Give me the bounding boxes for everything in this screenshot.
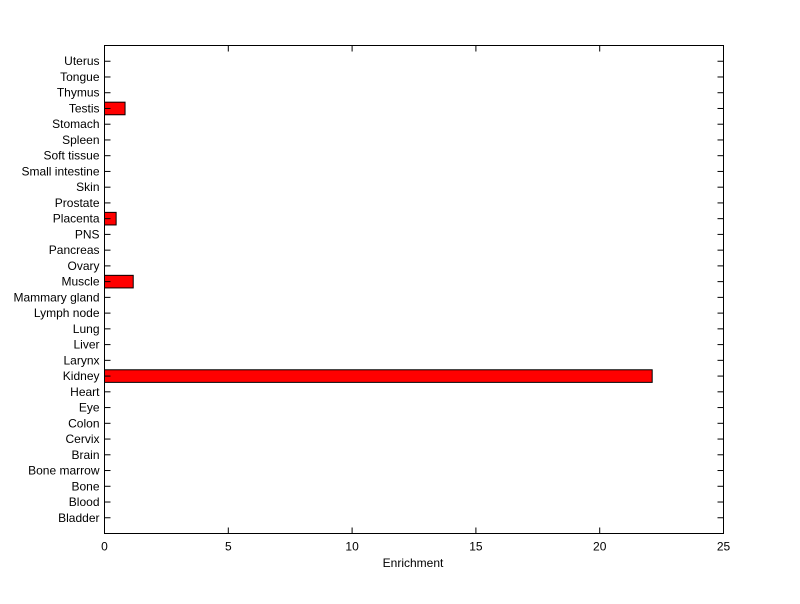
y-tick-label: Thymus [57,86,100,100]
y-tick-label: Pancreas [49,243,100,257]
y-tick-label: Mammary gland [13,290,99,304]
x-tick-label: 10 [345,540,359,554]
y-tick-label: PNS [75,227,100,241]
ticks [104,45,724,534]
y-tick-label: Soft tissue [43,149,99,163]
y-tick-label: Uterus [64,54,99,68]
x-tick-label: 25 [717,540,731,554]
y-tick-label: Placenta [53,212,100,226]
y-tick-label: Larynx [63,353,99,367]
y-tick-label: Colon [68,416,99,430]
x-tick-label: 20 [593,540,607,554]
y-tick-label: Bone [71,479,99,493]
y-tick-label: Spleen [62,133,99,147]
bars [104,101,653,383]
y-tick-label: Liver [73,338,99,352]
y-tick-label: Eye [79,401,100,415]
y-tick-label: Skin [76,180,99,194]
y-tick-label: Kidney [63,369,100,383]
y-tick-label: Ovary [67,259,99,273]
y-tick-label: Muscle [61,275,99,289]
bar-kidney [104,369,653,383]
y-tick-label: Cervix [65,432,99,446]
x-tick-label: 5 [225,540,232,554]
x-axis-label: Enrichment [383,556,444,570]
y-tick-label: Tongue [60,70,100,84]
x-tick-label: 0 [101,540,108,554]
y-tick-label: Stomach [52,117,99,131]
y-tick-label: Lung [73,322,100,336]
y-tick-label: Bladder [58,511,99,525]
y-tick-label: Blood [69,495,100,509]
y-tick-label: Bone marrow [28,464,100,478]
y-tick-label: Small intestine [21,164,99,178]
y-tick-label: Brain [71,448,99,462]
y-tick-label: Lymph node [34,306,100,320]
y-tick-label: Heart [70,385,100,399]
y-tick-label: Prostate [55,196,100,210]
x-tick-label: 15 [469,540,483,554]
y-tick-label: Testis [69,101,100,115]
x-tick-labels: 0 5 10 15 20 25 [101,540,730,554]
plot-area-frame [104,45,724,534]
